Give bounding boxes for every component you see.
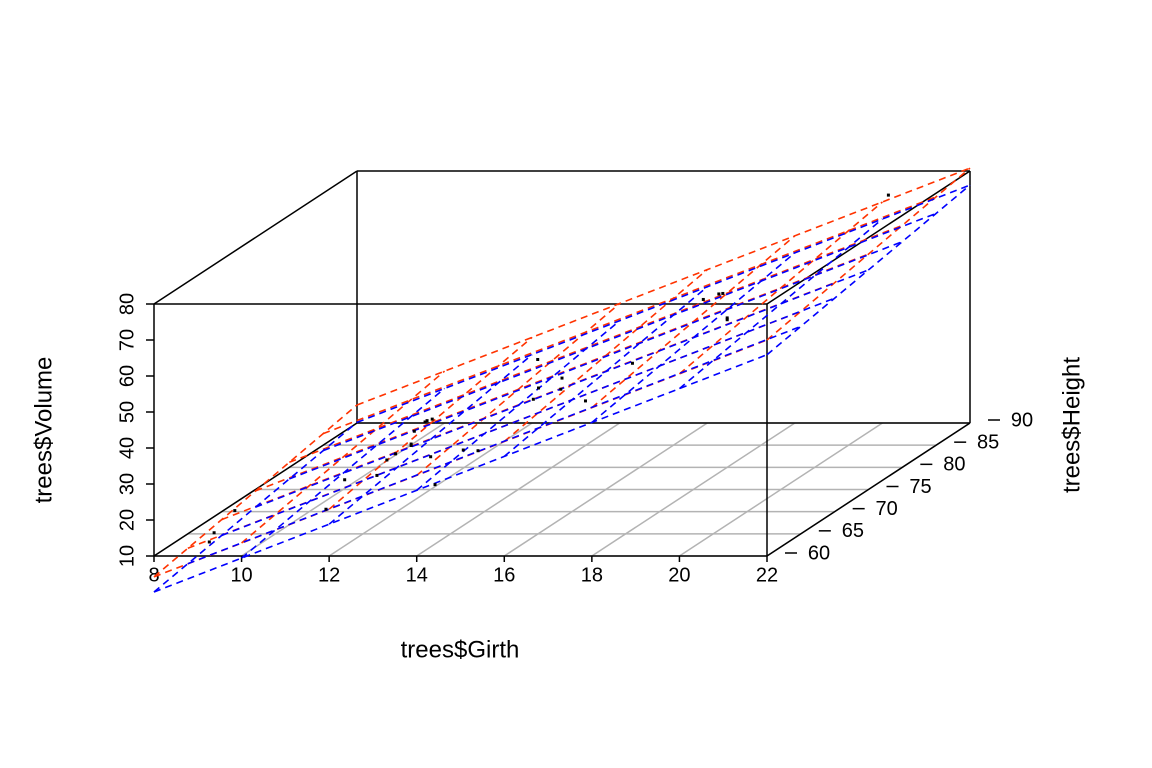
- plane-line: [678, 218, 883, 390]
- point: [701, 297, 705, 301]
- point: [409, 442, 413, 446]
- point: [721, 291, 725, 295]
- y-tick-label: 75: [909, 476, 931, 498]
- plane-line: [766, 184, 971, 356]
- plane-line: [289, 224, 903, 464]
- plane-line: [241, 387, 446, 559]
- box-edge: [153, 170, 358, 305]
- plane-line: [241, 370, 446, 544]
- point: [425, 419, 429, 423]
- point: [375, 473, 379, 477]
- plane-line: [322, 196, 937, 435]
- plane-line: [221, 297, 835, 537]
- point: [385, 458, 389, 462]
- point: [886, 193, 890, 197]
- y-tick-label: 80: [943, 454, 965, 476]
- plane-line: [356, 167, 971, 406]
- z-tick-label: 20: [116, 509, 138, 531]
- plane-line: [153, 353, 768, 593]
- x-tick-label: 16: [493, 564, 515, 586]
- point: [476, 449, 480, 453]
- x-tick-label: 14: [406, 564, 428, 586]
- point: [433, 483, 437, 487]
- point: [537, 386, 541, 390]
- y-tick-label: 70: [876, 498, 898, 520]
- x-tick-label: 18: [581, 564, 603, 586]
- point: [343, 478, 347, 482]
- plane-line: [356, 184, 971, 424]
- z-tick-label: 50: [116, 401, 138, 423]
- x-tick-label: 8: [148, 564, 159, 586]
- plane-line: [255, 253, 869, 492]
- y-tick-label: 85: [977, 431, 999, 453]
- point: [461, 448, 465, 452]
- box-edge: [766, 422, 971, 557]
- point: [560, 376, 564, 380]
- point: [394, 452, 398, 456]
- plane-line: [328, 353, 533, 525]
- y-tick-label: 60: [808, 542, 830, 564]
- z-tick-label: 60: [116, 365, 138, 387]
- plane-line: [766, 167, 971, 341]
- point: [583, 399, 587, 403]
- plane-line: [322, 212, 937, 452]
- z-axis-title: trees$Volume: [30, 357, 57, 504]
- point: [429, 455, 433, 459]
- y-tick-label: 65: [842, 520, 864, 542]
- box-edge: [766, 170, 971, 305]
- point: [630, 361, 634, 365]
- plane-line: [289, 240, 903, 480]
- x-tick-label: 20: [668, 564, 690, 586]
- x-tick-label: 22: [756, 564, 778, 586]
- plane-line: [328, 336, 533, 510]
- point: [725, 316, 729, 320]
- point: [207, 540, 211, 544]
- point: [233, 509, 237, 513]
- plane-line: [678, 201, 883, 375]
- plane-line: [187, 325, 802, 565]
- z-tick-label: 10: [116, 545, 138, 567]
- box-edge: [153, 422, 358, 557]
- point: [717, 292, 721, 296]
- point: [324, 507, 328, 511]
- point: [559, 387, 563, 391]
- point: [423, 420, 427, 424]
- z-tick-label: 70: [116, 329, 138, 351]
- point: [212, 531, 216, 535]
- point: [536, 357, 540, 361]
- y-axis-title: trees$Height: [1058, 357, 1085, 493]
- point: [725, 318, 729, 322]
- x-tick-label: 12: [318, 564, 340, 586]
- z-tick-label: 30: [116, 473, 138, 495]
- point: [412, 429, 416, 433]
- point: [430, 417, 434, 421]
- x-axis-title: trees$Girth: [401, 636, 520, 663]
- z-tick-label: 40: [116, 437, 138, 459]
- y-tick-label: 90: [1011, 409, 1033, 431]
- z-tick-label: 80: [116, 293, 138, 315]
- point: [531, 397, 535, 401]
- x-tick-label: 10: [230, 564, 252, 586]
